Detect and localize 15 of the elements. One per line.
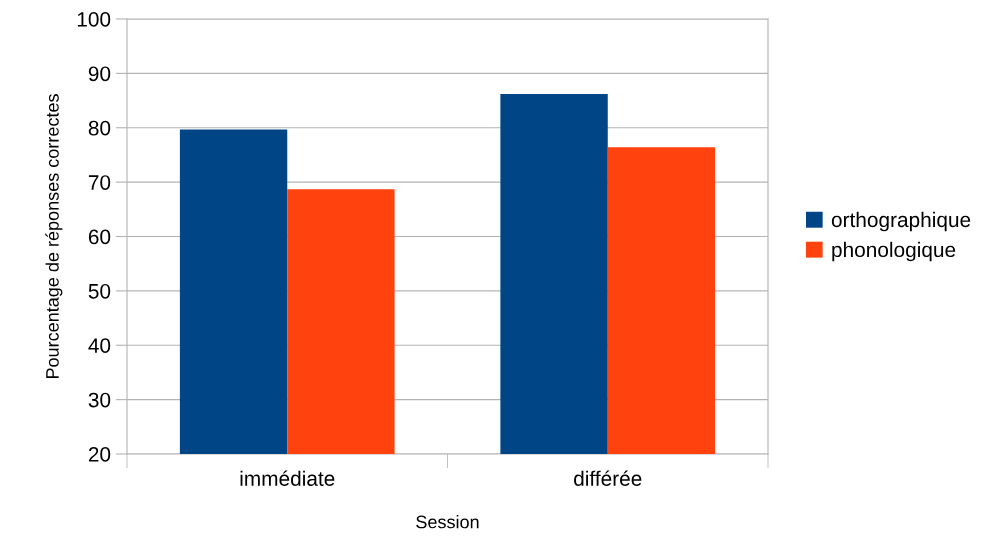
y-tick-label: 30 — [88, 392, 111, 408]
legend-label: orthographique — [831, 211, 971, 232]
legend-label: phonologique — [832, 241, 956, 262]
y-tick-label: 60 — [88, 229, 111, 245]
y-tick-label: 80 — [88, 120, 111, 136]
y-tick-label: 70 — [88, 175, 111, 190]
x-tick-label: immédiate — [240, 470, 335, 486]
x-tick-label: différée — [574, 470, 642, 486]
y-tick-label: 20 — [88, 447, 111, 462]
x-axis-title: Session — [416, 515, 479, 529]
y-tick-label: 50 — [88, 283, 111, 299]
y-tick-label: 90 — [88, 66, 111, 82]
y-tick-label: 40 — [88, 338, 111, 353]
y-tick-label: 100 — [77, 12, 111, 27]
y-axis-title: Pourcentage de réponses correctes — [45, 94, 63, 379]
